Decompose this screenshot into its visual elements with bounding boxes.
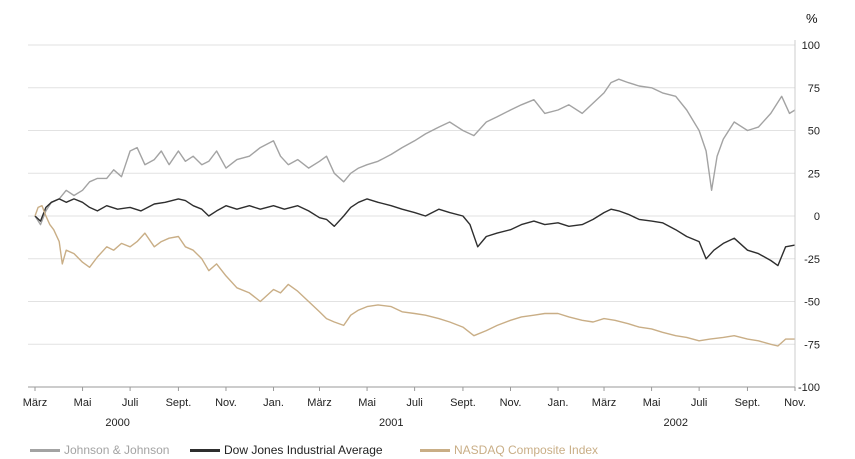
legend-label: NASDAQ Composite Index	[454, 443, 599, 457]
x-tick-label: Nov.	[500, 397, 522, 409]
y-tick-label: -25	[804, 254, 820, 266]
y-tick-label: 75	[808, 83, 820, 95]
legend: Johnson & Johnson Dow Jones Industrial Av…	[30, 443, 620, 457]
year-label: 2002	[663, 417, 687, 429]
legend-swatch	[30, 448, 60, 452]
series-line-1	[34, 198, 796, 267]
x-tick-label: Sept.	[166, 397, 192, 409]
x-tick-label: Sept.	[735, 397, 761, 409]
x-tick-label: Juli	[691, 397, 708, 409]
y-tick-label: -75	[804, 339, 820, 351]
y-tick-label: 25	[808, 168, 820, 180]
x-tick-label: März	[307, 397, 331, 409]
y-tick-label: 100	[802, 40, 820, 52]
y-tick-label: 50	[808, 126, 820, 138]
x-tick-label: Mai	[358, 397, 376, 409]
year-label: 2001	[379, 417, 403, 429]
x-tick-label: Mai	[643, 397, 661, 409]
legend-swatch	[420, 448, 450, 452]
legend-swatch	[190, 448, 220, 452]
legend-label: Johnson & Johnson	[64, 443, 170, 457]
legend-item: Dow Jones Industrial Average	[190, 443, 420, 457]
x-tick-label: Mai	[74, 397, 92, 409]
x-tick-label: Nov.	[215, 397, 237, 409]
y-tick-label: -50	[804, 297, 820, 309]
x-tick-label: Nov.	[784, 397, 806, 409]
x-tick-label: Jan.	[263, 397, 284, 409]
x-tick-label: Jan.	[548, 397, 569, 409]
legend-item: NASDAQ Composite Index	[420, 443, 620, 457]
legend-label: Dow Jones Industrial Average	[224, 443, 383, 457]
y-tick-label: 0	[814, 211, 820, 223]
x-tick-label: Sept.	[450, 397, 476, 409]
x-tick-label: März	[592, 397, 616, 409]
series-line-0	[34, 78, 796, 226]
x-tick-label: Juli	[406, 397, 423, 409]
y-axis-unit: %	[806, 11, 818, 26]
axes: 100 75 50 25 0 -25 -50 -75 -100 März Mai Juli Sept. N…	[23, 40, 820, 429]
x-tick-label: Juli	[122, 397, 139, 409]
series-lines	[34, 78, 796, 347]
year-label: 2000	[105, 417, 129, 429]
legend-item: Johnson & Johnson	[30, 443, 190, 457]
x-tick-label: März	[23, 397, 47, 409]
series-line-2	[34, 205, 795, 347]
y-tick-label: -100	[798, 382, 820, 394]
